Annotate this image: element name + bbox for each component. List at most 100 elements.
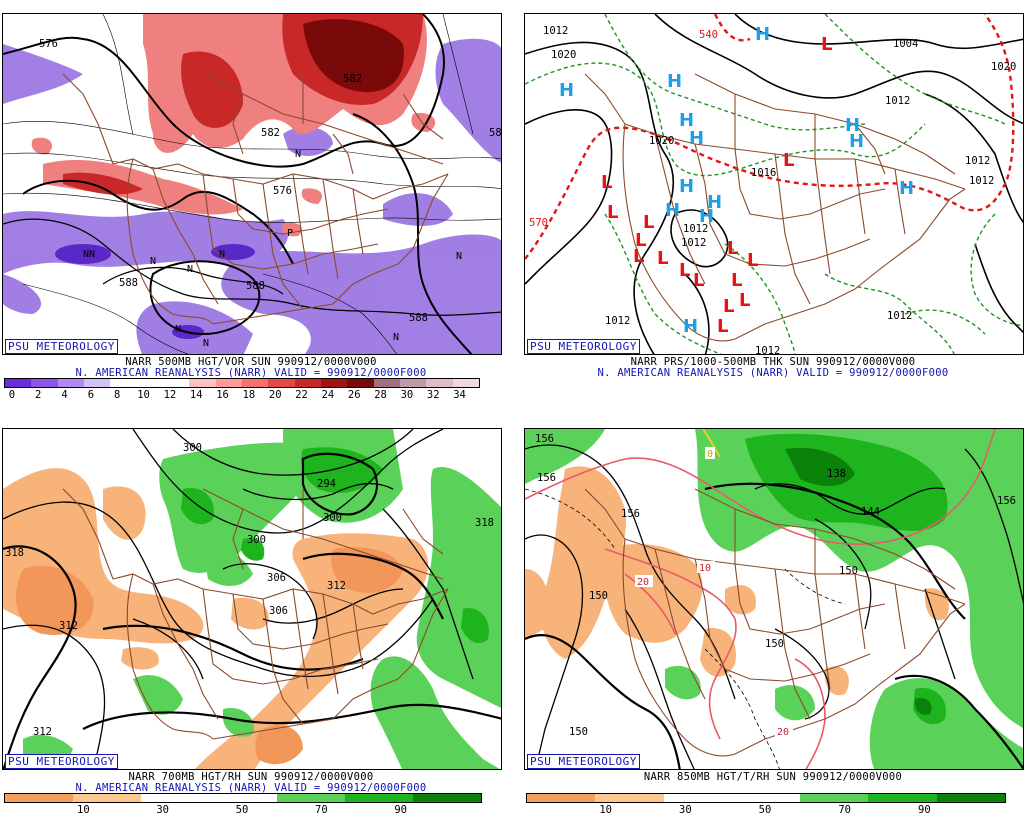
high-pressure-marker: H	[665, 200, 680, 221]
vort-marker: N	[295, 149, 301, 160]
colorbar-swatch	[663, 794, 732, 802]
thickness-label: 540	[699, 29, 718, 41]
colorbar-tick-label: 24	[321, 389, 335, 401]
colorbar-tick-label: 28	[374, 389, 387, 401]
colorbar-swatch	[399, 379, 427, 387]
colorbar-swatch	[731, 794, 801, 802]
vort-marker: N	[150, 256, 156, 267]
panel-title-line: NARR PRS/1000-500MB THK SUN 990912/0000V…	[630, 356, 916, 368]
isobar-label: 1012	[969, 175, 994, 187]
colorbar-tick-label: 14	[189, 389, 203, 401]
contour-label: 588	[246, 280, 265, 292]
pressure-map[interactable]: 1012 1020 1004 1020 1012 1012 1012 1020 …	[524, 13, 1024, 355]
country-borders	[62, 488, 449, 740]
contour-label: 150	[839, 565, 858, 577]
colorbar-tick-label: 90	[918, 804, 931, 816]
isobar-label: 1012	[885, 95, 910, 107]
rh850-map[interactable]: 156 156 156 150 150 144 138 150 150 156 …	[524, 428, 1024, 770]
low-pressure-marker: L	[693, 270, 704, 291]
colorbar-swatch	[868, 794, 937, 802]
temperature-label: 20	[637, 577, 649, 588]
contour-label: 306	[267, 572, 286, 584]
colorbar-swatch	[83, 379, 111, 387]
panel-500mb-vorticity: 576 582 588 588 588 576 582 58 N NN N N …	[0, 0, 502, 404]
contour-label: 588	[119, 277, 138, 289]
vorticity-colorbar-ticks: 0 2 4 6 8 10 12 14 16 18 20 22 24 26 28 30 32 34	[4, 389, 478, 401]
vort-marker: N	[203, 338, 209, 349]
colorbar-tick-label: 32	[426, 389, 440, 401]
low-pressure-marker: L	[727, 238, 738, 259]
colorbar-swatch	[373, 379, 400, 387]
colorbar-tick-label: 10	[77, 804, 90, 816]
pressure-map-svg: 1012 1020 1004 1020 1012 1012 1012 1020 …	[525, 14, 1023, 355]
contour-label: 58	[489, 127, 502, 139]
colorbar-tick-label: 22	[295, 389, 308, 401]
high-pressure-marker: H	[845, 115, 860, 136]
contour-label: 582	[261, 127, 280, 139]
thin-contours	[3, 14, 501, 354]
contour-label: 318	[475, 517, 494, 529]
colorbar-tick-label: 10	[137, 389, 150, 401]
low-pressure-marker: L	[731, 270, 742, 291]
contour-label: 582	[343, 73, 362, 85]
temperature-label: 0	[707, 449, 713, 460]
high-pressure-marker: H	[899, 178, 914, 199]
contour-label: 156	[621, 508, 640, 520]
colorbar-tick-label: 18	[242, 389, 256, 401]
high-pressure-marker: H	[683, 316, 698, 337]
panel-valid-line: N. AMERICAN REANALYSIS (NARR) VALID = 99…	[75, 367, 427, 379]
height-contours-bold	[525, 482, 1023, 769]
psu-meteorology-label[interactable]: PSU METEOROLOGY	[527, 754, 640, 769]
isobar-label: 1012	[755, 345, 780, 355]
vort-marker: N	[456, 251, 462, 262]
colorbar-swatch	[800, 794, 869, 802]
colorbar-tick-label: 12	[163, 389, 177, 401]
panel-valid-line: N. AMERICAN REANALYSIS (NARR) VALID = 99…	[75, 782, 427, 794]
dashed-isotherms	[525, 488, 846, 769]
colorbar-tick-label: 50	[758, 804, 772, 816]
psu-meteorology-label[interactable]: PSU METEOROLOGY	[5, 754, 118, 769]
isobar-label: 1016	[751, 167, 776, 179]
colorbar-swatch	[320, 379, 348, 387]
vort-marker: N	[393, 332, 399, 343]
low-pressure-marker: L	[643, 212, 654, 233]
colorbar-swatch	[268, 379, 295, 387]
colorbar-swatch	[426, 379, 453, 387]
psu-meteorology-label[interactable]: PSU METEOROLOGY	[5, 339, 118, 354]
colorbar-tick-label: 50	[235, 804, 249, 816]
colorbar-swatch	[347, 379, 374, 387]
low-pressure-marker: L	[747, 250, 758, 271]
contour-label: 138	[827, 468, 846, 480]
high-pressure-marker: H	[689, 128, 704, 149]
panel-700mb-rh: 318 312 312 300 294 300 306 312 318 306 …	[0, 415, 502, 819]
colorbar-swatch	[136, 379, 163, 387]
contour-label: 294	[317, 478, 336, 490]
dark-moist-fill	[785, 447, 932, 715]
isobars	[525, 14, 1023, 354]
contour-label: 312	[33, 726, 52, 738]
isobar-label: 1012	[683, 223, 708, 235]
contour-label: 156	[537, 472, 556, 484]
panel-title-line: NARR 500MB HGT/VOR SUN 990912/0000V000	[125, 356, 377, 368]
low-pressure-marker: L	[739, 290, 750, 311]
contour-label: 300	[323, 512, 342, 524]
thickness-label: 570	[529, 217, 548, 229]
colorbar-swatch	[936, 794, 1005, 802]
panel-title-line: NARR 850MB HGT/T/RH SUN 990912/0000V000	[643, 771, 903, 783]
rh700-map[interactable]: 318 312 312 300 294 300 306 312 318 306 …	[2, 428, 502, 770]
rh850-map-svg: 156 156 156 150 150 144 138 150 150 156 …	[525, 429, 1023, 769]
low-pressure-marker: L	[679, 260, 690, 281]
vort-marker: N	[219, 249, 225, 260]
colorbar-swatch	[209, 794, 277, 802]
colorbar-swatch	[345, 794, 413, 802]
vorticity-map[interactable]: 576 582 588 588 588 576 582 58 N NN N N …	[2, 13, 502, 355]
high-pressure-marker: H	[667, 71, 682, 92]
colorbar-swatch	[5, 794, 73, 802]
isobar-label: 1020	[649, 135, 674, 147]
low-pressure-marker: L	[723, 296, 734, 317]
isobar-label: 1012	[965, 155, 990, 167]
colorbar-tick-label: 2	[35, 389, 42, 401]
colorbar-tick-label: 30	[156, 804, 169, 816]
psu-meteorology-label[interactable]: PSU METEOROLOGY	[527, 339, 640, 354]
panel-850mb-temp-rh: 156 156 156 150 150 144 138 150 150 156 …	[522, 415, 1024, 819]
